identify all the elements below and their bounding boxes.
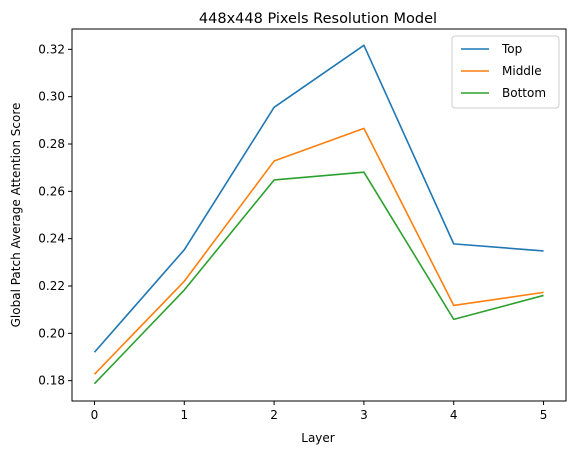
y-tick-label: 0.18 [38, 374, 65, 388]
y-tick-label: 0.28 [38, 137, 65, 151]
series-line-middle [93, 127, 544, 375]
y-ticks: 0.18 0.20 0.22 0.24 0.26 0.28 0.30 0.32 [38, 42, 72, 388]
legend-label-top: Top [501, 42, 522, 56]
chart-title: 448x448 Pixels Resolution Model [199, 11, 437, 27]
x-axis-label: Layer [301, 431, 335, 445]
y-tick-label: 0.22 [38, 279, 65, 293]
legend: Top Middle Bottom [451, 35, 560, 109]
x-tick-label: 0 [91, 408, 99, 422]
y-tick-label: 0.20 [38, 326, 65, 340]
axes-frame [71, 28, 567, 402]
y-tick-label: 0.26 [38, 184, 65, 198]
x-tick-label: 5 [540, 408, 548, 422]
x-tick-label: 3 [360, 408, 368, 422]
legend-box [451, 35, 560, 109]
series-line-bottom [93, 171, 544, 385]
legend-label-bottom: Bottom [502, 86, 546, 100]
x-ticks: 0 1 2 3 4 5 [91, 401, 548, 422]
y-tick-label: 0.24 [38, 232, 65, 246]
series-line-top [93, 44, 544, 353]
x-tick-label: 1 [180, 408, 188, 422]
y-axis-label: Global Patch Average Attention Score [9, 103, 23, 328]
series-lines [93, 44, 544, 385]
legend-label-middle: Middle [502, 64, 542, 78]
x-tick-label: 4 [450, 408, 458, 422]
x-tick-label: 2 [270, 408, 278, 422]
y-tick-label: 0.32 [38, 42, 65, 56]
y-tick-label: 0.30 [38, 90, 65, 104]
